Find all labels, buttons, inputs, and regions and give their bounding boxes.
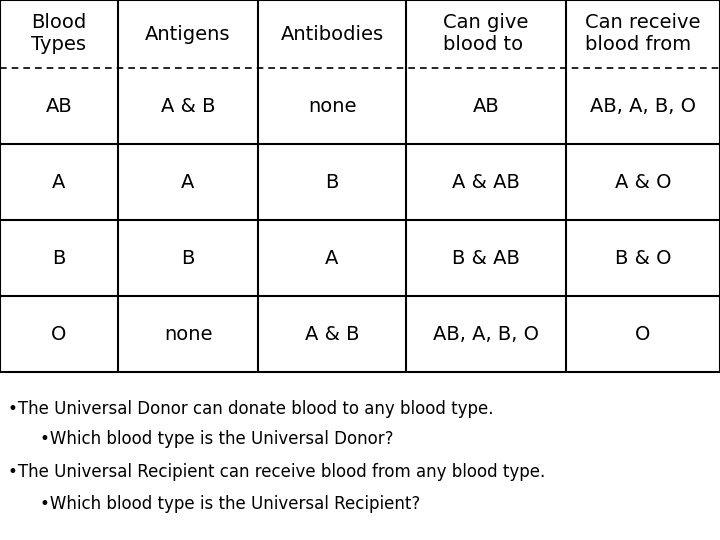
- Text: A: A: [181, 172, 194, 192]
- Text: B: B: [53, 248, 66, 267]
- Text: O: O: [635, 325, 651, 343]
- Text: A & B: A & B: [161, 97, 215, 116]
- Text: B: B: [325, 172, 338, 192]
- Text: none: none: [163, 325, 212, 343]
- Text: Can give
blood to: Can give blood to: [444, 14, 528, 55]
- Text: AB: AB: [472, 97, 500, 116]
- Text: B & O: B & O: [615, 248, 671, 267]
- Text: AB, A, B, O: AB, A, B, O: [590, 97, 696, 116]
- Text: AB, A, B, O: AB, A, B, O: [433, 325, 539, 343]
- Text: A & AB: A & AB: [452, 172, 520, 192]
- Text: •Which blood type is the Universal Recipient?: •Which blood type is the Universal Recip…: [40, 495, 420, 513]
- Text: AB: AB: [45, 97, 73, 116]
- Text: A: A: [325, 248, 338, 267]
- Text: Blood
Types: Blood Types: [32, 14, 86, 55]
- Text: O: O: [51, 325, 67, 343]
- Text: Antibodies: Antibodies: [280, 24, 384, 44]
- Text: Antigens: Antigens: [145, 24, 230, 44]
- Text: B: B: [181, 248, 194, 267]
- Text: A & B: A & B: [305, 325, 359, 343]
- Text: •The Universal Recipient can receive blood from any blood type.: •The Universal Recipient can receive blo…: [8, 463, 545, 481]
- Text: •The Universal Donor can donate blood to any blood type.: •The Universal Donor can donate blood to…: [8, 400, 493, 418]
- Text: none: none: [307, 97, 356, 116]
- Text: Can receive
blood from: Can receive blood from: [585, 14, 701, 55]
- Text: A & O: A & O: [615, 172, 671, 192]
- Text: A: A: [53, 172, 66, 192]
- Text: B & AB: B & AB: [452, 248, 520, 267]
- Text: •Which blood type is the Universal Donor?: •Which blood type is the Universal Donor…: [40, 430, 394, 448]
